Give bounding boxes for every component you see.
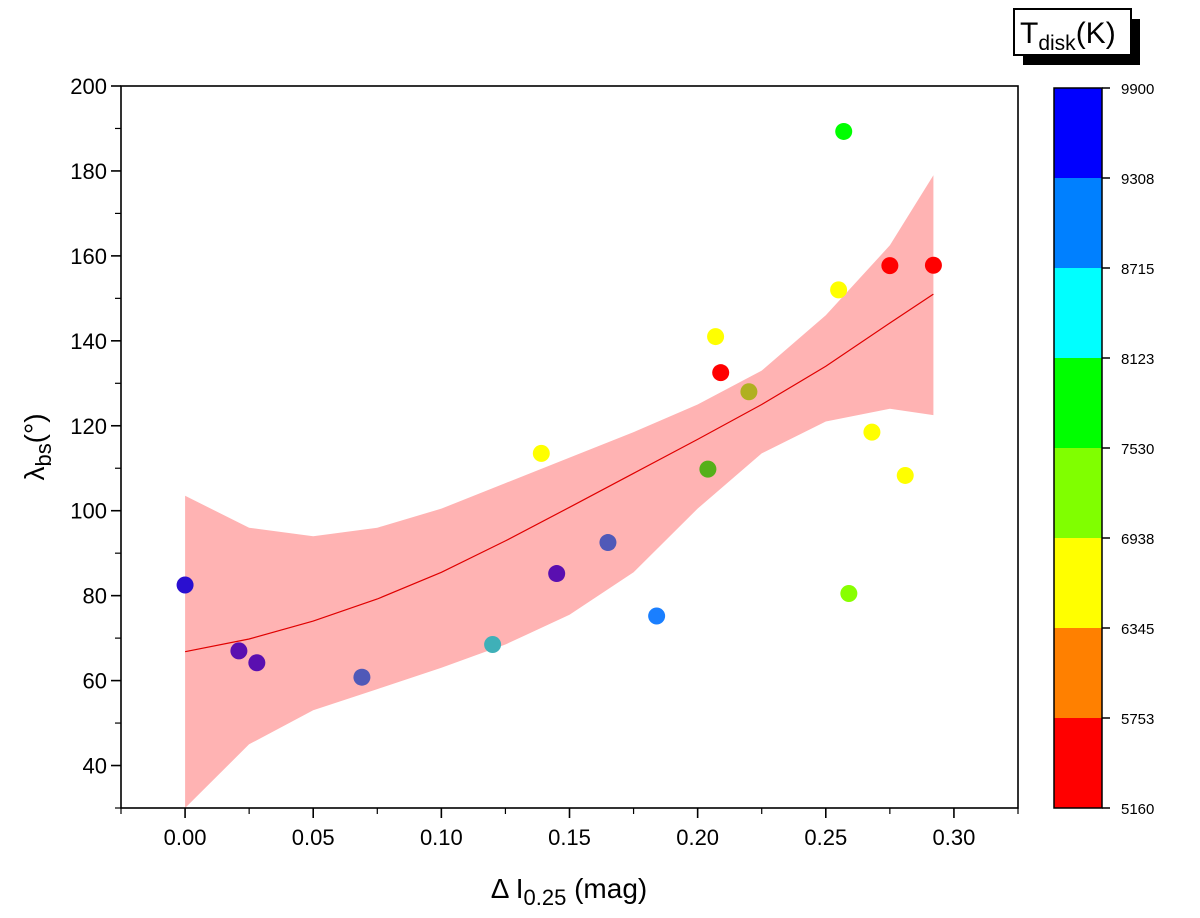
colorbar-label: 8715 <box>1121 261 1154 278</box>
colorbar-label: 9900 <box>1121 81 1154 98</box>
data-point <box>484 635 502 653</box>
y-tick-label: 120 <box>70 414 107 439</box>
data-point <box>599 534 617 552</box>
y-axis-ticks: 40 60 80 100 120 140 160 180 200 <box>70 74 121 809</box>
x-axis-title: Δ I0.25 (mag) <box>491 873 647 910</box>
colorbar-title: Tdisk(K) <box>1020 17 1116 55</box>
data-point <box>532 444 550 462</box>
x-tick-label: 0.30 <box>933 825 976 850</box>
y-tick-label: 200 <box>70 74 107 99</box>
colorbar-label: 5160 <box>1121 801 1154 818</box>
x-tick-label: 0.20 <box>676 825 719 850</box>
colorbar-segment <box>1054 178 1102 269</box>
y-axis-title: λbs(°) <box>19 413 56 480</box>
colorbar-label: 6345 <box>1121 621 1154 638</box>
y-tick-label: 180 <box>70 159 107 184</box>
y-tick-label: 160 <box>70 244 107 269</box>
plot-area <box>176 122 942 808</box>
x-tick-label: 0.05 <box>292 825 335 850</box>
colorbar-label: 5753 <box>1121 711 1154 728</box>
y-tick-label: 40 <box>83 754 107 779</box>
colorbar-segment <box>1054 358 1102 449</box>
colorbar-label: 9308 <box>1121 171 1154 188</box>
data-point <box>896 466 914 484</box>
data-point <box>830 281 848 299</box>
data-point <box>712 364 730 382</box>
data-points <box>176 122 942 686</box>
colorbar-title-box: Tdisk(K) <box>1013 8 1140 65</box>
data-point <box>863 423 881 441</box>
data-point <box>353 668 371 686</box>
colorbar-label: 6938 <box>1121 531 1154 548</box>
data-point <box>835 122 853 140</box>
colorbar-label: 7530 <box>1121 441 1154 458</box>
colorbar: 9900 9308 8715 8123 7530 6938 6345 5753 5160 <box>1053 81 1154 818</box>
x-tick-label: 0.10 <box>420 825 463 850</box>
data-point <box>881 257 899 275</box>
x-tick-label: 0.25 <box>804 825 847 850</box>
x-axis-ticks: 0.00 0.05 0.10 0.15 0.20 0.25 0.30 <box>120 808 1019 850</box>
data-point <box>707 328 725 346</box>
colorbar-segment <box>1054 628 1102 719</box>
confidence-band <box>185 175 934 808</box>
x-tick-label: 0.00 <box>164 825 207 850</box>
data-point <box>648 607 666 625</box>
y-tick-label: 100 <box>70 499 107 524</box>
y-tick-label: 60 <box>83 669 107 694</box>
fit-line <box>184 293 934 653</box>
colorbar-segment <box>1054 88 1102 179</box>
data-point <box>248 654 266 672</box>
data-point <box>230 642 248 660</box>
colorbar-segment <box>1054 538 1102 629</box>
colorbar-segment <box>1054 268 1102 359</box>
data-point <box>548 565 566 583</box>
data-point <box>176 576 194 594</box>
colorbar-segment <box>1054 718 1102 809</box>
data-point <box>840 585 858 603</box>
data-point <box>740 383 758 401</box>
y-tick-label: 80 <box>83 584 107 609</box>
data-point <box>924 256 942 274</box>
colorbar-label: 8123 <box>1121 351 1154 368</box>
data-point <box>699 460 717 478</box>
x-tick-label: 0.15 <box>548 825 591 850</box>
y-tick-label: 140 <box>70 329 107 354</box>
colorbar-segment <box>1054 448 1102 539</box>
